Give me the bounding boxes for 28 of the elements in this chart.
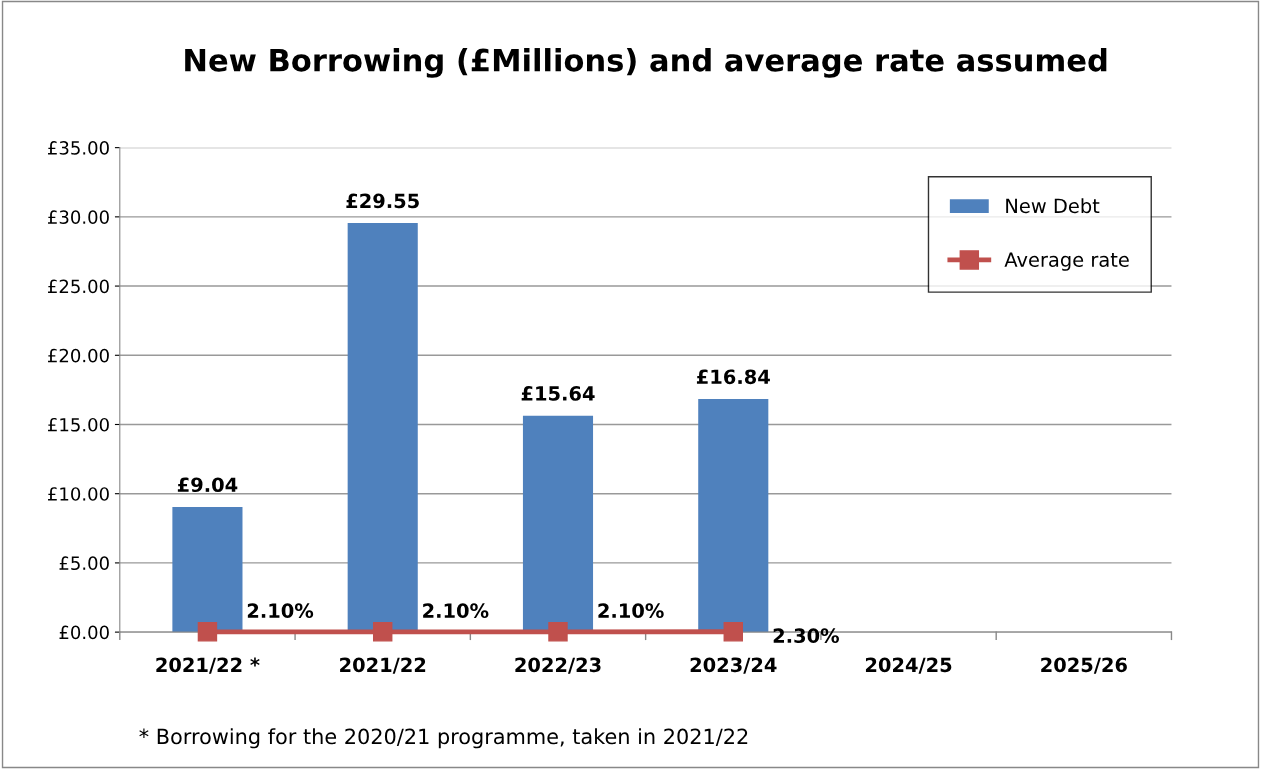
y-tick-label: £0.00 [59, 625, 109, 640]
y-tick-label: £5.00 [59, 556, 109, 571]
data-label: £16.84 [696, 369, 770, 385]
bar [698, 399, 769, 633]
x-tick-label: 2022/23 [515, 657, 601, 674]
data-label: 2.10% [247, 603, 314, 619]
data-label: £15.64 [521, 386, 595, 401]
x-tick-label: 2024/25 [865, 657, 952, 674]
data-label: 2.10% [423, 603, 489, 619]
bar [172, 506, 243, 633]
x-tick-label: 2021/22 [340, 657, 426, 674]
x-tick-label: 2023/24 [690, 657, 777, 674]
chart-title: New Borrowing (£Millions) and average rate assumed [185, 48, 1107, 78]
legend-label: New Debt [1006, 198, 1100, 214]
y-tick-label: £30.00 [48, 210, 109, 224]
y-tick-label: £15.00 [48, 417, 109, 432]
data-label: 2.30% [773, 628, 839, 643]
y-tick-label: £35.00 [48, 141, 109, 155]
data-label: £29.55 [346, 193, 419, 209]
y-tick-label: £25.00 [48, 279, 109, 294]
x-tick-label: 2025/26 [1041, 657, 1127, 674]
y-tick-label: £10.00 [48, 487, 109, 501]
text: * Borrowing for the 2020/21 programme, taken in 2021/22 [139, 728, 748, 749]
y-tick-label: £20.00 [48, 348, 109, 363]
x-tick-label: 2021/22 * [156, 657, 260, 674]
data-label: £9.04 [177, 477, 238, 493]
legend-label: Average rate [1004, 252, 1129, 271]
data-label: 2.10% [598, 603, 664, 619]
